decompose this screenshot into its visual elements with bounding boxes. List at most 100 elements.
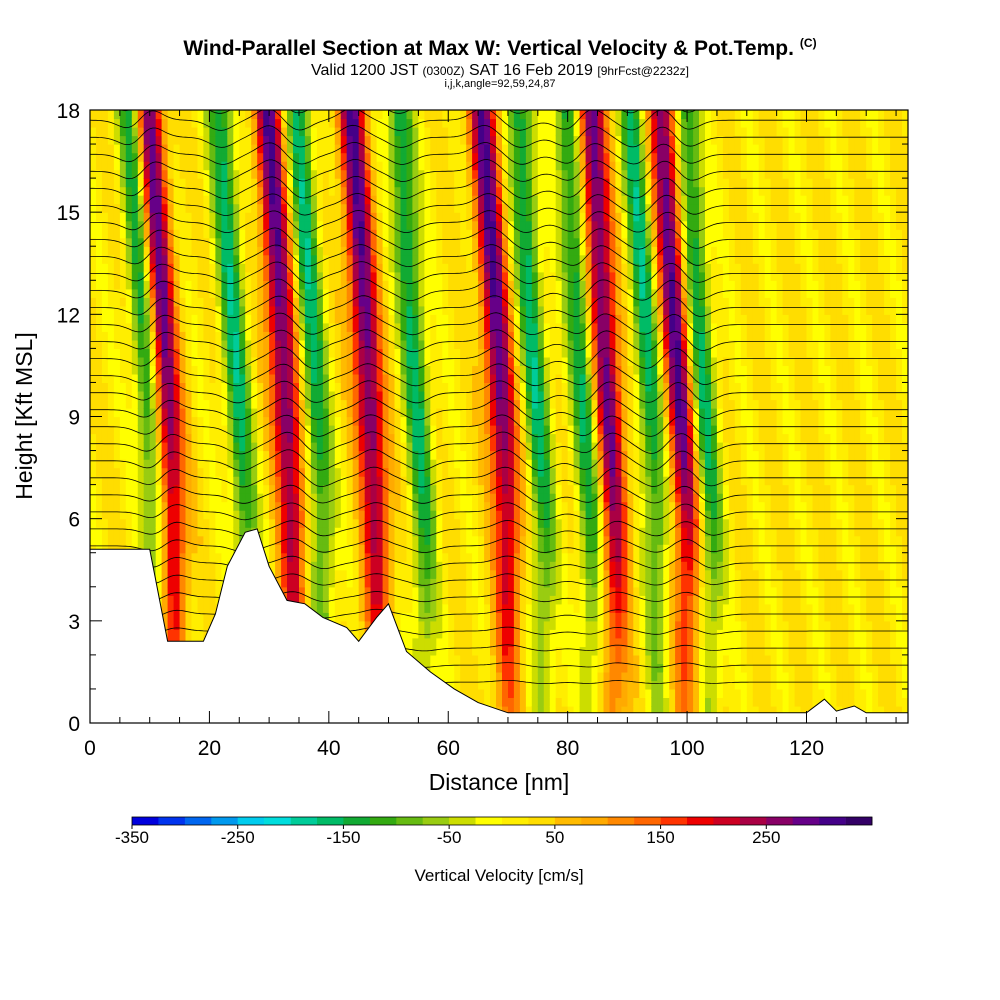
field-cell (454, 110, 461, 120)
field-cell (197, 416, 205, 426)
field-cell (96, 331, 103, 341)
field-cell (143, 476, 151, 486)
field-cell (454, 595, 461, 605)
field-cell (185, 118, 193, 128)
field-cell (406, 297, 414, 307)
field-cell (287, 195, 294, 205)
field-cell (376, 237, 384, 247)
field-cell (388, 416, 396, 426)
field-cell (340, 263, 348, 273)
field-cell (376, 595, 384, 605)
field-cell (442, 595, 449, 605)
field-cell (155, 391, 163, 401)
field-cell (400, 356, 408, 367)
field-cell (173, 629, 181, 639)
field-cell (161, 186, 169, 196)
field-cell (101, 544, 109, 554)
field-cell (131, 365, 139, 375)
field-cell (406, 169, 414, 179)
field-cell (388, 110, 396, 120)
field-cell (107, 161, 115, 171)
field-cell (496, 305, 503, 315)
field-cell (293, 237, 300, 247)
field-cell (502, 544, 509, 554)
field-cell (299, 518, 306, 528)
field-cell (490, 322, 497, 332)
field-cell (376, 195, 384, 205)
field-cell (448, 595, 455, 605)
field-cell (478, 637, 485, 648)
field-cell (251, 144, 258, 154)
field-cell (90, 152, 97, 162)
field-cell (293, 254, 300, 264)
field-cell (316, 561, 324, 571)
field-cell (179, 135, 187, 145)
field-cell (454, 442, 461, 452)
field-cell (430, 331, 437, 341)
field-cell (400, 629, 408, 639)
field-cell (394, 450, 402, 460)
field-cell (424, 161, 431, 171)
field-cell (346, 391, 354, 401)
field-cell (101, 203, 109, 213)
field-cell (496, 637, 503, 648)
field-cell (406, 510, 414, 520)
field-cell (287, 254, 294, 264)
field-cell (149, 484, 157, 494)
field-cell (299, 544, 306, 554)
field-cell (406, 331, 414, 341)
field-cell (137, 237, 145, 247)
field-cell (376, 467, 384, 477)
field-cell (221, 237, 228, 247)
field-cell (221, 110, 228, 120)
field-cell (275, 348, 282, 358)
field-cell (179, 425, 187, 435)
field-cell (90, 365, 97, 375)
field-cell (334, 229, 342, 239)
field-cell (179, 467, 187, 477)
field-cell (466, 459, 473, 469)
field-cell (173, 518, 181, 528)
field-cell (275, 569, 282, 579)
field-cell (96, 527, 103, 537)
field-cell (119, 484, 127, 494)
field-cell (376, 416, 384, 426)
field-cell (490, 382, 497, 392)
field-cell (131, 527, 139, 537)
field-cell (358, 433, 366, 443)
field-cell (143, 493, 151, 503)
field-cell (245, 110, 252, 120)
field-cell (287, 339, 294, 350)
field-cell (203, 459, 210, 469)
field-cell (155, 195, 163, 205)
field-cell (304, 586, 312, 596)
field-cell (239, 391, 246, 401)
field-cell (179, 178, 187, 188)
field-cell (322, 110, 330, 120)
field-cell (406, 493, 414, 503)
field-cell (173, 110, 181, 120)
field-cell (287, 416, 294, 426)
field-cell (257, 195, 264, 205)
field-cell (358, 408, 366, 418)
field-cell (269, 144, 276, 154)
field-cell (364, 484, 372, 494)
field-cell (322, 518, 330, 528)
field-cell (352, 118, 360, 128)
field-cell (293, 433, 300, 443)
field-cell (155, 152, 163, 162)
field-cell (412, 569, 419, 579)
field-cell (364, 476, 372, 486)
field-cell (352, 254, 360, 264)
field-cell (125, 544, 133, 554)
field-cell (442, 135, 449, 145)
field-cell (137, 220, 145, 230)
field-cell (90, 416, 97, 426)
field-cell (418, 237, 425, 247)
field-cell (406, 569, 414, 579)
field-cell (424, 169, 431, 179)
field-cell (155, 399, 163, 409)
field-cell (125, 178, 133, 188)
field-cell (490, 178, 497, 188)
field-cell (107, 339, 115, 350)
